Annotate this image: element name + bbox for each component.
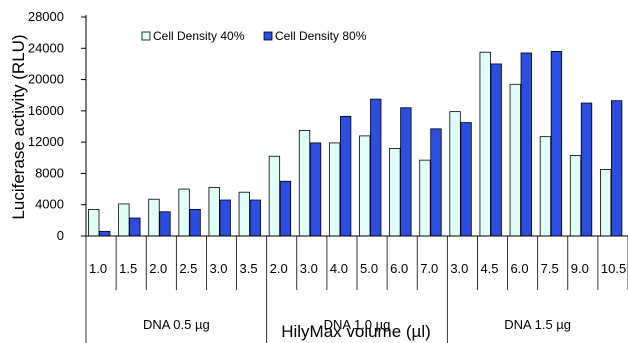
x-axis-title: HilyMax volume (µl): [281, 322, 431, 341]
bar-density-40: [178, 188, 190, 237]
bar-density-80: [400, 107, 412, 237]
bar-density-40: [148, 198, 160, 237]
category-label: 6.0: [390, 261, 408, 276]
y-tick-label: 4000: [35, 197, 64, 212]
category-label: 6.0: [511, 261, 529, 276]
bar-density-40: [539, 136, 552, 237]
bar-density-80: [460, 122, 472, 237]
bar-density-80: [430, 128, 442, 237]
bar-density-40: [479, 51, 491, 237]
category-label: 10.5: [601, 261, 626, 276]
bar-density-40: [569, 155, 582, 237]
group-labels: DNA 0.5 µg DNA 1.0 µg DNA 1.5 µg: [85, 290, 571, 343]
bar-density-40: [389, 147, 401, 237]
bar-density-40: [449, 111, 461, 237]
bar-density-80: [339, 115, 352, 237]
category-labels: 1.0 1.5 2.0 2.5 3.0 3.5 2.0 3.0 4.0 5.0 6.0 7.0 3.0 4…: [85, 236, 628, 290]
category-label: 1.5: [119, 261, 137, 276]
category-label: 7.5: [541, 261, 559, 276]
y-tick-label: 16000: [28, 103, 64, 118]
bar-density-40: [509, 83, 521, 237]
bar-density-40: [599, 169, 612, 237]
bar-density-80: [490, 63, 502, 237]
y-tick-label: 28000: [28, 9, 64, 24]
category-label: 9.0: [571, 261, 589, 276]
category-label: 3.0: [300, 261, 318, 276]
category-label: 5.0: [360, 261, 378, 276]
legend-swatch: [141, 31, 151, 41]
bar-density-40: [298, 130, 311, 237]
bar-density-40: [359, 135, 371, 237]
y-axis-title: Luciferase activity (RLU): [9, 34, 28, 219]
bar-density-80: [129, 217, 141, 237]
bar-density-40: [208, 187, 220, 237]
bars: [88, 51, 623, 237]
category-label: 2.0: [270, 261, 288, 276]
legend-swatch: [263, 31, 273, 41]
category-label: 4.5: [480, 261, 498, 276]
category-label: 2.5: [179, 261, 197, 276]
category-label: 7.0: [420, 261, 438, 276]
bar-density-80: [249, 199, 261, 237]
group-label: DNA 0.5 µg: [143, 317, 210, 332]
bar-density-80: [520, 52, 532, 237]
legend-label: Cell Density 40%: [153, 29, 245, 43]
y-tick-label: 0: [57, 228, 64, 243]
bar-density-80: [279, 180, 292, 237]
bar-density-80: [610, 100, 623, 237]
bar-density-80: [219, 199, 231, 237]
legend: Cell Density 40% Cell Density 80%: [141, 29, 367, 43]
bar-density-40: [419, 159, 431, 237]
bar-density-80: [189, 209, 201, 237]
category-label: 3.5: [240, 261, 258, 276]
category-label: 3.0: [209, 261, 227, 276]
legend-label: Cell Density 80%: [275, 29, 367, 43]
y-tick-label: 20000: [28, 72, 64, 87]
bar-density-40: [88, 209, 100, 237]
y-tick-label: 24000: [28, 40, 64, 55]
bar-density-40: [118, 203, 130, 237]
bar-density-40: [238, 191, 250, 237]
category-label: 4.0: [330, 261, 348, 276]
bar-density-80: [309, 142, 322, 237]
bar-density-80: [99, 230, 111, 237]
category-label: 1.0: [89, 261, 107, 276]
bar-density-40: [268, 155, 281, 237]
bar-density-80: [370, 98, 382, 237]
bar-density-40: [328, 142, 341, 237]
y-tick-label: 12000: [28, 134, 64, 149]
group-label: DNA 1.0 µg: [324, 317, 391, 332]
bar-density-80: [550, 51, 563, 237]
y-tick-label: 8000: [35, 165, 64, 180]
category-label: 2.0: [149, 261, 167, 276]
category-label: 3.0: [450, 261, 468, 276]
group-label: DNA 1.5 µg: [504, 317, 571, 332]
y-axis-ticks: 0 4000 8000 12000 16000 20000 24000 28000: [28, 9, 86, 243]
bar-density-80: [159, 211, 171, 237]
bar-density-80: [580, 102, 593, 237]
